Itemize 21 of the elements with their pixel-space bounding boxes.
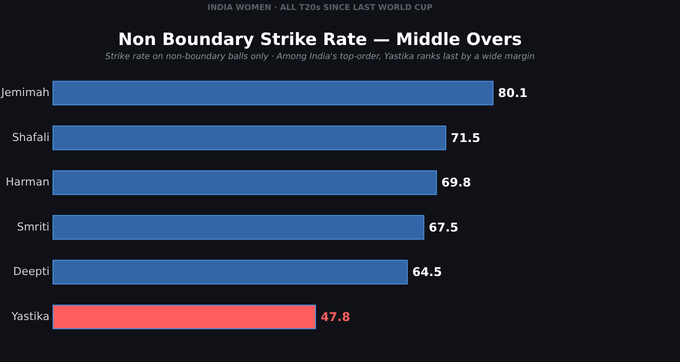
chart-title: Non Boundary Strike Rate — Middle Overs: [118, 30, 522, 50]
bar: [52, 304, 316, 330]
y-tick-label: Smriti: [16, 220, 50, 234]
bar: [52, 260, 408, 285]
data-label: 80.1: [498, 86, 528, 100]
data-label: 67.5: [428, 220, 458, 234]
bar: [52, 80, 494, 106]
bar: [52, 215, 424, 240]
bar: [52, 125, 446, 150]
data-label: 64.5: [412, 265, 442, 280]
y-tick-label: Harman: [6, 176, 50, 189]
text: INDIA WOMEN · ALL T20s SINCE LAST WORLD CUP: [207, 3, 433, 12]
y-tick-label: Yastika: [10, 310, 50, 323]
y-tick-label: Shafali: [12, 130, 50, 144]
y-tick-label: Deepti: [13, 265, 50, 278]
y-tick-label: Jemimah: [0, 86, 50, 100]
data-label: 71.5: [450, 130, 480, 145]
chart-subtitle: Strike rate on non-boundary balls only · Among India's top-order, Yastika ranks last by a wide margin: [105, 52, 535, 62]
data-label: 47.8: [320, 310, 350, 324]
bar: [52, 170, 437, 195]
data-label: 69.8: [441, 176, 472, 190]
